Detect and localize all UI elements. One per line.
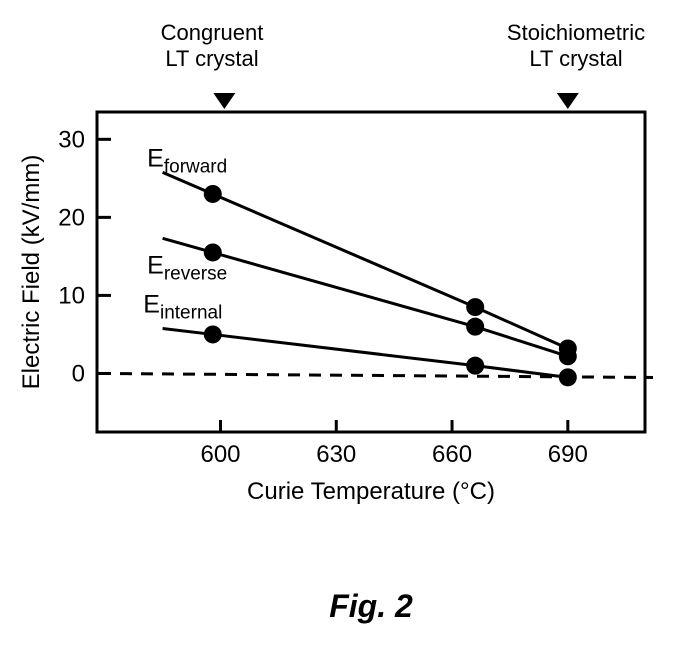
data-point-e-internal xyxy=(466,356,485,375)
data-point-e-forward xyxy=(466,298,485,317)
series-label-e-forward: Eforward xyxy=(147,145,227,178)
figure-caption: Fig. 2 xyxy=(329,588,413,624)
data-point-e-reverse xyxy=(466,317,485,336)
triangle-down-marker-stoichiometric xyxy=(556,93,579,109)
x-tick-label: 690 xyxy=(548,441,588,468)
x-tick-label: 630 xyxy=(316,441,356,468)
x-tick-label: 600 xyxy=(200,441,240,468)
series-line-e-forward xyxy=(162,170,569,350)
data-point-e-forward xyxy=(203,184,222,203)
x-axis-title: Curie Temperature (°C) xyxy=(247,478,495,505)
plot-frame xyxy=(95,110,647,434)
data-point-e-internal xyxy=(558,368,577,387)
data-point-e-internal xyxy=(203,325,222,344)
annotation-congruent-lt-crystal: Congruent LT crystal xyxy=(160,20,264,71)
y-axis-title: Electric Field (kV/mm) xyxy=(18,154,45,390)
data-point-e-reverse xyxy=(558,347,577,366)
y-tick-label: 30 xyxy=(58,126,85,153)
y-tick-label: 0 xyxy=(72,360,85,387)
zero-baseline xyxy=(98,371,654,379)
data-point-e-reverse xyxy=(203,243,222,262)
series-label-e-internal: Einternal xyxy=(143,291,222,324)
x-tick-label: 660 xyxy=(432,441,472,468)
annotation-stoichiometric-lt-crystal: Stoichiometric LT crystal xyxy=(506,20,646,71)
y-tick-label: 20 xyxy=(58,204,85,231)
series-line-e-reverse xyxy=(162,236,569,358)
y-tick-label: 10 xyxy=(58,282,85,309)
series-line-e-internal xyxy=(162,326,569,379)
triangle-down-marker-congruent xyxy=(213,93,236,109)
